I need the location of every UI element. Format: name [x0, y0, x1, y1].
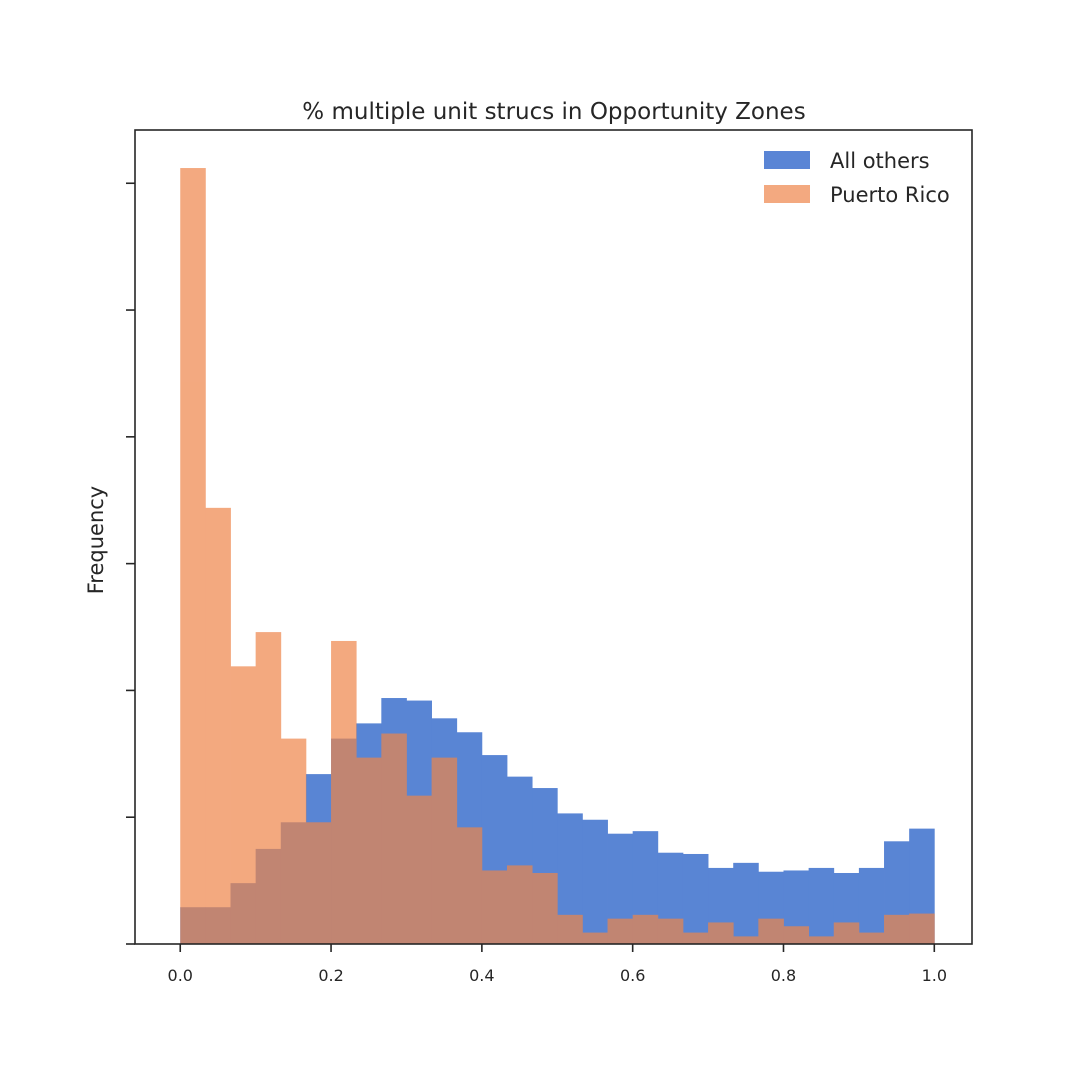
histogram-bar — [783, 926, 810, 944]
histogram-bar — [657, 918, 684, 944]
series-layer — [180, 168, 935, 945]
legend-swatch — [764, 185, 810, 203]
histogram-bar — [331, 640, 357, 944]
y-axis-label: Frequency — [84, 486, 108, 595]
histogram-bar — [381, 733, 407, 944]
chart-title: % multiple unit strucs in Opportunity Zo… — [302, 99, 805, 125]
histogram-bar — [682, 932, 709, 944]
histogram-bar — [356, 757, 382, 944]
histogram-bar — [255, 632, 282, 944]
histogram-bar — [532, 872, 558, 944]
histogram-bar — [909, 913, 935, 944]
axes-layer: 0.0 0.2 0.4 0.6 0.8 1.0 — [126, 129, 973, 985]
legend-label: Puerto Rico — [830, 183, 950, 207]
legend: All others Puerto Rico — [764, 149, 950, 207]
histogram-bar — [280, 738, 307, 944]
x-tick-label: 0.0 — [168, 966, 193, 985]
histogram-bar — [808, 936, 835, 944]
series-1 — [180, 168, 935, 945]
legend-label: All others — [830, 149, 930, 173]
histogram-bar — [406, 795, 432, 944]
x-tick-label: 0.6 — [620, 966, 645, 985]
plot-frame — [134, 129, 973, 945]
histogram-bar — [858, 867, 885, 944]
histogram-bar — [632, 914, 659, 944]
histogram-bar — [507, 865, 533, 944]
x-tick-label: 0.8 — [771, 966, 796, 985]
histogram-bar — [582, 819, 608, 944]
histogram-bar — [180, 168, 206, 945]
histogram-bar — [682, 853, 709, 944]
histogram-bar — [808, 867, 835, 944]
histogram-bar — [858, 932, 885, 944]
histogram-bar — [456, 827, 483, 944]
histogram-bar — [557, 914, 583, 944]
histogram-bar — [431, 757, 458, 944]
histogram-bar — [833, 922, 860, 944]
legend-swatch — [764, 151, 810, 169]
histogram-bar — [708, 922, 734, 944]
x-tick-label: 0.2 — [318, 966, 343, 985]
histogram-bar — [733, 936, 759, 944]
histogram-bar — [758, 918, 784, 944]
histogram-bar — [481, 870, 508, 944]
x-tick-label: 0.4 — [469, 966, 494, 985]
x-tick-label: 1.0 — [922, 966, 947, 985]
histogram-bar — [305, 822, 332, 944]
histogram-bar — [230, 666, 257, 944]
histogram-bar — [607, 918, 634, 944]
histogram-bar — [884, 914, 910, 944]
histogram-bar — [582, 932, 608, 944]
histogram-bar — [733, 862, 759, 944]
histogram-bar — [205, 507, 231, 944]
